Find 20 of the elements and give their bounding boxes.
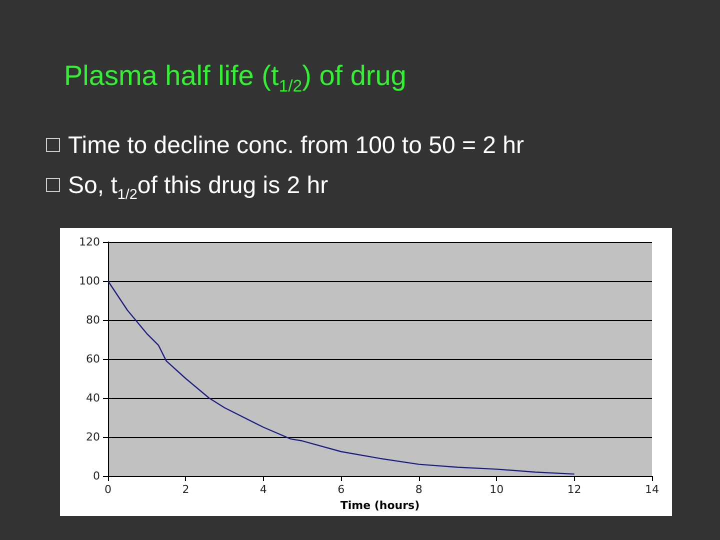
x-tick-label: 14 <box>645 483 659 496</box>
line-series <box>107 280 575 475</box>
chart-title: Plasma half life (t$_{1/2}$) of drug <box>64 60 406 97</box>
text: Time to decline conc. from 100 to 50 = 2 hr <box>68 132 524 159</box>
x-tick-label: 4 <box>260 483 267 496</box>
y-tick-label: 0 <box>93 470 100 482</box>
x-axis-title: Time (hours) <box>340 498 420 512</box>
y-tick-label: 100 <box>79 274 100 288</box>
x-tick-label: 12 <box>567 483 582 496</box>
x-tick-label: 10 <box>490 483 504 496</box>
text: So, t$_{1/2}$of this drug is 2 hr <box>68 172 328 203</box>
x-tick-label: 2 <box>182 483 190 496</box>
x-tick-label: 6 <box>338 483 345 496</box>
x-tick-label: 8 <box>415 483 422 496</box>
y-tick-label: 80 <box>86 314 100 326</box>
y-tick-label: 40 <box>86 392 100 404</box>
y-tick-label: 20 <box>86 430 100 444</box>
y-tick-label: 120 <box>79 236 100 248</box>
y-tick-label: 60 <box>86 352 100 366</box>
x-tick-label: 0 <box>104 483 112 496</box>
